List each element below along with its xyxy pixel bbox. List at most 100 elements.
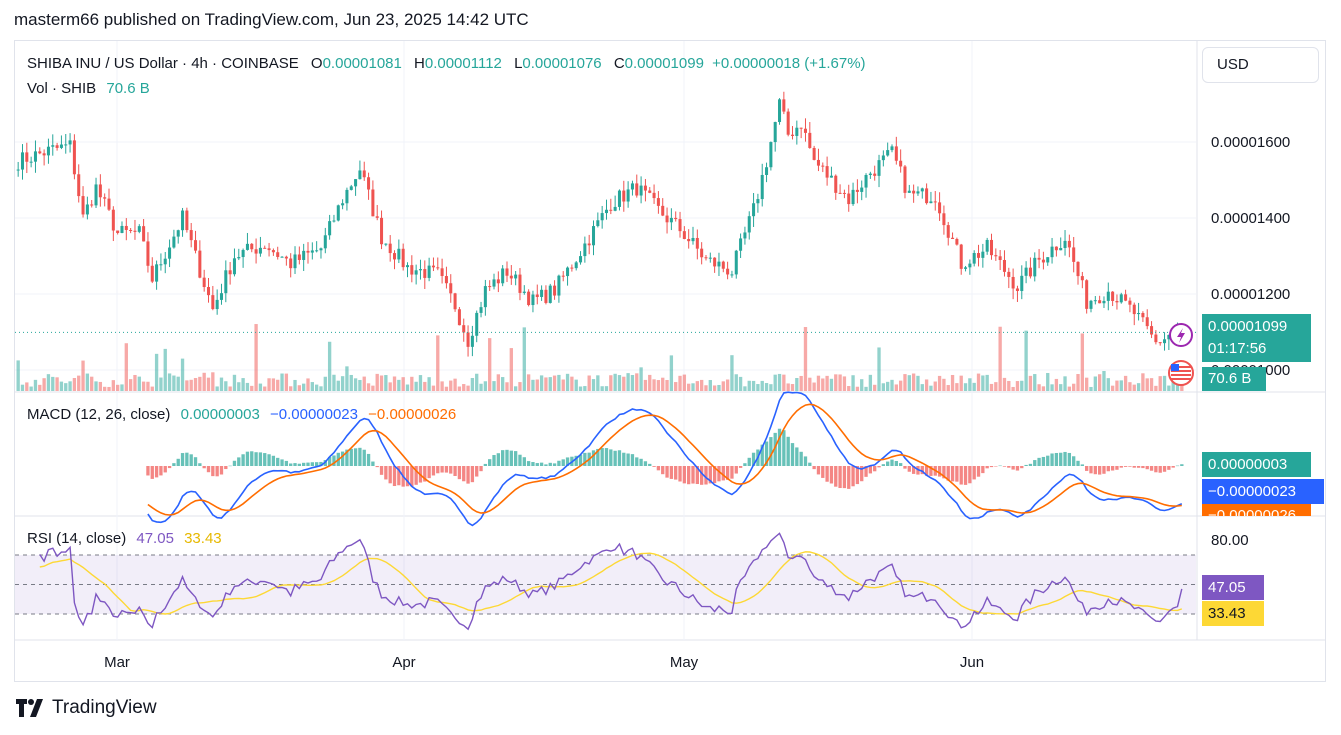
macd-hist-bar [518,454,522,466]
macd-line [147,391,1183,527]
x-tick-label: Mar [104,654,130,671]
volume-bar [388,382,392,391]
candle-body [168,247,172,259]
candle-body [985,239,989,252]
macd-hist-bar [699,466,704,485]
candle-body [765,167,769,175]
candle-body [215,299,219,310]
candle-body [1085,280,1089,309]
volume-bar [98,381,103,391]
candle-body [388,243,392,254]
volume-bar [284,373,289,391]
macd-hist-bar [639,458,643,466]
volume-bar [626,373,630,391]
rsi-label[interactable]: RSI (14, close) [27,530,127,547]
macd-hist-bar [232,460,237,466]
candle-body [20,152,25,170]
candle-body [583,243,587,257]
candle-body [1007,271,1011,277]
volume-bar [1102,370,1106,391]
volume-bar [513,386,518,391]
rsi-line [39,532,1183,631]
volume-bar [847,386,851,391]
macd-hist-bar [860,466,864,482]
macd-hist-bar [751,452,756,466]
volume-bar [591,379,596,391]
candle-body [393,253,397,260]
candle-body [514,274,518,279]
volume-bar [622,376,626,391]
macd-hist-bar [695,466,699,485]
candle-body [449,283,453,294]
volume-bar [738,376,743,391]
volume-bar [237,382,241,391]
candle-body [1002,259,1006,272]
candle-body [989,239,994,256]
macd-hist-bar [1141,466,1145,469]
volume-bar [1089,386,1093,391]
candle-body [868,173,872,175]
volume-bar [1136,383,1141,391]
macd-hist-bar [868,466,873,474]
candle-body [1033,257,1037,277]
macd-hist-bar [898,463,903,466]
candle-body [427,265,431,278]
volume-bar [972,382,976,391]
macd-hist-bar [829,466,834,484]
volume-bar [172,375,176,391]
candle-body [561,275,565,277]
volume-bar [358,379,362,391]
macd-hist-bar [319,461,323,466]
candle-body [181,210,185,231]
high-label: H [414,55,425,72]
candle-body [579,256,583,263]
macd-hist-bar [1089,466,1093,474]
candle-body [553,285,557,296]
volume-bar [297,385,302,391]
main-legend: SHIBA INU / US Dollar · 4h · COINBASE O0… [27,55,866,72]
volume-bar [678,375,682,391]
macd-hist-bar [258,452,263,466]
tradingview-footer[interactable]: TradingView [16,697,157,719]
macd-hist-bar [1175,465,1180,467]
macd-hist-bar [825,466,829,482]
candle-body [1150,326,1154,335]
volume-bar [457,386,462,391]
volume-bar [795,378,799,391]
volume-bar [782,374,786,391]
macd-hist-bar [505,449,509,466]
macd-hist-bar [665,466,669,478]
candle-body [1128,300,1132,305]
currency-button[interactable]: USD [1202,47,1319,83]
candle-body [790,134,795,136]
macd-hist-bar [1067,452,1072,466]
volume-label[interactable]: Vol · SHIB [27,80,97,97]
candle-body [509,275,513,279]
candle-body [133,230,137,232]
macd-hist-bar [1093,466,1097,475]
volume-tag: 70.6 B [1202,367,1266,391]
macd-label[interactable]: MACD (12, 26, close) [27,406,171,423]
candle-body [496,279,500,284]
candle-body [94,184,98,206]
candle-body [1093,300,1097,302]
candle-body [522,291,526,293]
candle-body [920,188,924,192]
symbol-title[interactable]: SHIBA INU / US Dollar · 4h · COINBASE [27,55,299,72]
macd-hist-bar [678,466,682,482]
volume-bar [907,375,911,391]
volume-bar [548,377,552,391]
volume-bar [751,380,756,391]
macd-histogram-group [146,428,1184,489]
volume-bar [648,374,652,391]
macd-hist-bar [224,466,228,470]
candle-body [643,185,647,191]
candle-body [1145,317,1149,327]
macd-hist-bar [340,451,345,466]
candle-body [397,248,401,260]
candle-body [1080,276,1084,281]
candle-body [1046,257,1050,263]
macd-hist-bar [548,462,552,466]
macd-hist-bar [821,466,825,478]
